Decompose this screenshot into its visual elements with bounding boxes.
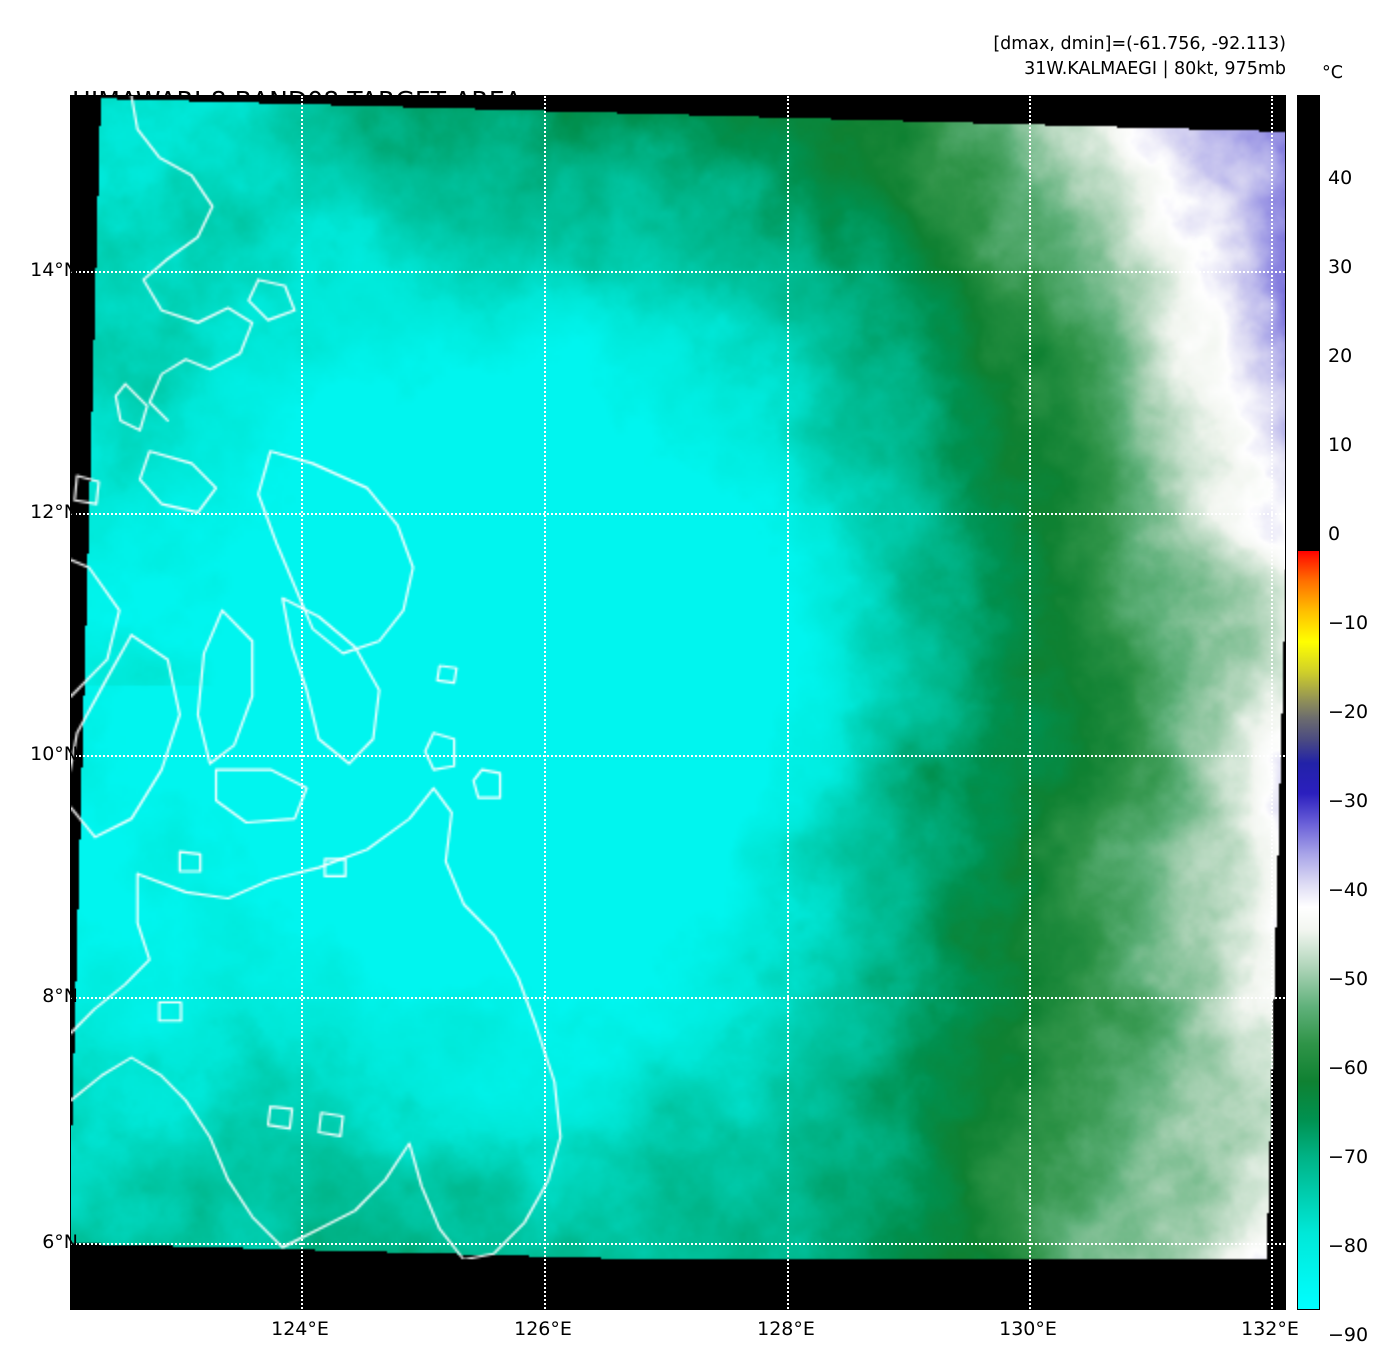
- lon-tick-132°E: 132°E: [1241, 1318, 1299, 1340]
- storm-info-text: 31W.KALMAEGI | 80kt, 975mb: [1024, 58, 1286, 79]
- colorbar-tick-10: 10: [1328, 434, 1353, 456]
- lon-tick-126°E: 126°E: [514, 1318, 572, 1340]
- metadata-block: [dmax, dmin]=(-61.756, -92.113) 31W.KALM…: [993, 32, 1286, 82]
- colorbar-tick--10: −10: [1328, 612, 1369, 634]
- lat-tick-10°N: 10°N: [30, 743, 78, 765]
- lat-tick-8°N: 8°N: [42, 985, 78, 1007]
- colorbar-tick--30: −30: [1328, 790, 1369, 812]
- temperature-colorbar: [1297, 95, 1320, 1310]
- colorbar-units-label: °C: [1322, 63, 1343, 83]
- lon-tick-130°E: 130°E: [999, 1318, 1057, 1340]
- colorbar-tick--40: −40: [1328, 879, 1369, 901]
- colorbar-tick-40: 40: [1328, 167, 1353, 189]
- colorbar-tick--50: −50: [1328, 968, 1369, 990]
- lat-tick-6°N: 6°N: [42, 1231, 78, 1253]
- colorbar-tick-20: 20: [1328, 345, 1353, 367]
- satellite-raster: [71, 96, 1285, 1309]
- colorbar-gradient: [1298, 96, 1319, 1309]
- colorbar-tick--60: −60: [1328, 1057, 1369, 1079]
- dmax-dmin-text: [dmax, dmin]=(-61.756, -92.113): [993, 34, 1286, 54]
- colorbar-tick--90: −90: [1328, 1324, 1369, 1346]
- lat-tick-14°N: 14°N: [30, 259, 78, 281]
- lon-tick-124°E: 124°E: [271, 1318, 329, 1340]
- colorbar-tick-0: 0: [1328, 523, 1341, 545]
- satellite-image-plot: Copyright © 2020-2025 Dapiya: [70, 95, 1286, 1310]
- lat-tick-12°N: 12°N: [30, 501, 78, 523]
- colorbar-tick--80: −80: [1328, 1235, 1369, 1257]
- colorbar-tick--70: −70: [1328, 1146, 1369, 1168]
- colorbar-tick-30: 30: [1328, 256, 1353, 278]
- colorbar-tick--20: −20: [1328, 701, 1369, 723]
- lon-tick-128°E: 128°E: [757, 1318, 815, 1340]
